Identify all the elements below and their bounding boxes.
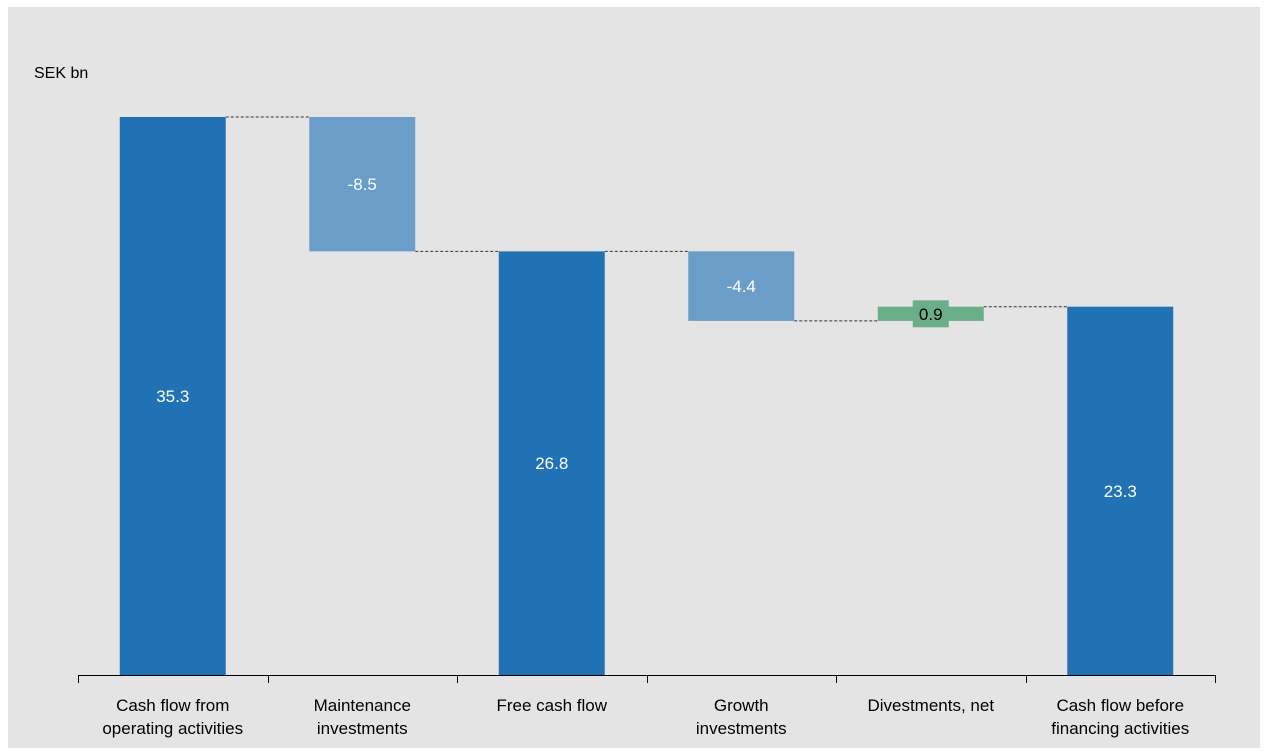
bars bbox=[119, 117, 1174, 675]
value-label-free-cash-flow: 26.8 bbox=[535, 454, 568, 473]
category-label-line: Cash flow before bbox=[1056, 696, 1184, 715]
y-unit-label: SEK bn bbox=[34, 65, 88, 82]
category-label-line: investments bbox=[317, 719, 408, 738]
category-label-line: investments bbox=[696, 719, 787, 738]
category-label-free-cash-flow: Free cash flow bbox=[496, 696, 607, 715]
value-label-cash-flow-from-operating-activities: 35.3 bbox=[156, 387, 189, 406]
bar-cash-flow-before-financing-activities bbox=[1067, 306, 1174, 675]
category-labels: Cash flow from operating activities Mainte… bbox=[102, 696, 1189, 738]
category-label-line: Growth bbox=[714, 696, 769, 715]
category-label-cash-flow-before-financing-activities: Cash flow before financing activities bbox=[1051, 696, 1189, 738]
category-label-line: operating activities bbox=[102, 719, 243, 738]
category-label-line: Free cash flow bbox=[496, 696, 607, 715]
value-label-growth-investments: -4.4 bbox=[727, 277, 756, 296]
bar-cash-flow-from-operating-activities bbox=[119, 117, 226, 675]
value-label-cash-flow-before-financing-activities: 23.3 bbox=[1104, 482, 1137, 501]
category-label-line: Cash flow from bbox=[116, 696, 229, 715]
category-label-divestments-net: Divestments, net bbox=[867, 696, 994, 715]
bar-free-cash-flow bbox=[498, 251, 605, 675]
value-labels: 35.3 -8.5 26.8 -4.4 0.9 23.3 bbox=[156, 175, 1137, 501]
category-label-cash-flow-from-operating-activities: Cash flow from operating activities bbox=[102, 696, 243, 738]
bar-growth-investments bbox=[688, 251, 795, 321]
value-label-divestments-net: 0.9 bbox=[919, 305, 943, 324]
value-label-bg-divestments-net bbox=[912, 300, 949, 328]
category-label-line: financing activities bbox=[1051, 719, 1189, 738]
category-label-line: Divestments, net bbox=[867, 696, 994, 715]
category-label-growth-investments: Growth investments bbox=[696, 696, 787, 738]
category-label-line: Maintenance bbox=[314, 696, 411, 715]
connector-lines bbox=[225, 116, 1068, 322]
x-axis bbox=[78, 675, 1216, 683]
category-label-maintenance-investments: Maintenance investments bbox=[314, 696, 411, 738]
bar-maintenance-investments bbox=[309, 117, 416, 252]
value-label-maintenance-investments: -8.5 bbox=[348, 175, 377, 194]
